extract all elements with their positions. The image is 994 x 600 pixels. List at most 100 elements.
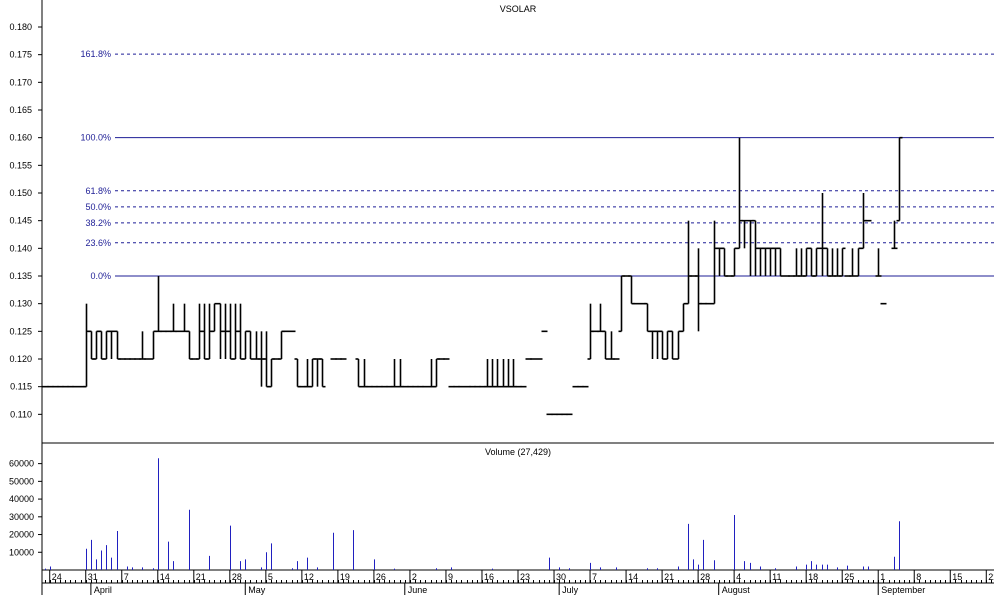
volume-tick-label: 10000 xyxy=(9,547,34,557)
price-tick-label: 0.155 xyxy=(9,160,32,170)
ohlc-bar xyxy=(109,331,115,359)
ohlc-bar xyxy=(104,331,110,359)
ohlc-bar xyxy=(506,359,512,387)
ohlc-bar xyxy=(778,248,784,276)
ohlc-bar xyxy=(722,248,728,276)
volume-bars xyxy=(46,458,900,570)
ohlc-bar xyxy=(897,138,903,221)
ohlc-bar xyxy=(856,248,862,276)
date-tick-label: 9 xyxy=(448,572,453,582)
ohlc-bar xyxy=(212,304,218,332)
ohlc-bar xyxy=(742,221,748,249)
fib-level-label: 50.0% xyxy=(85,202,111,212)
fib-level-label: 161.8% xyxy=(80,49,111,59)
ohlc-bar xyxy=(94,331,100,359)
ohlc-bar xyxy=(356,359,362,387)
volume-tick-label: 60000 xyxy=(9,459,34,469)
ohlc-bar xyxy=(202,304,208,359)
ohlc-bar xyxy=(305,359,311,387)
price-tick-label: 0.145 xyxy=(9,216,32,226)
ohlc-bar xyxy=(737,138,743,249)
price-tick-label: 0.175 xyxy=(9,50,32,60)
month-label: August xyxy=(722,585,751,595)
ohlc-bar xyxy=(892,221,898,249)
fib-level-label: 61.8% xyxy=(85,186,111,196)
ohlc-bar xyxy=(485,359,491,387)
ohlc-bar xyxy=(686,221,692,304)
ohlc-bar xyxy=(814,248,820,276)
ohlc-bar xyxy=(99,331,105,359)
price-tick-label: 0.130 xyxy=(9,299,32,309)
price-axis: 0.1100.1150.1200.1250.1300.1350.1400.145… xyxy=(9,22,42,419)
ohlc-bar xyxy=(712,221,718,304)
price-tick-label: 0.150 xyxy=(9,188,32,198)
ohlc-bar xyxy=(681,304,687,332)
ohlc-bar xyxy=(645,304,651,332)
ohlc-bar xyxy=(238,304,244,359)
price-tick-label: 0.120 xyxy=(9,354,32,364)
date-tick-label: 4 xyxy=(736,572,741,582)
price-tick-label: 0.115 xyxy=(10,382,32,392)
ohlc-bar xyxy=(794,248,800,276)
ohlc-bar xyxy=(495,359,501,387)
month-label: September xyxy=(881,585,925,595)
ohlc-bar xyxy=(171,304,177,332)
ohlc-bar xyxy=(717,248,723,276)
ohlc-bar xyxy=(156,276,162,331)
fib-level-label: 0.0% xyxy=(90,271,111,281)
ohlc-bar xyxy=(660,331,666,359)
date-tick-label: 7 xyxy=(124,572,129,582)
fib-level-label: 38.2% xyxy=(85,218,111,228)
ohlc-bar xyxy=(748,221,754,276)
ohlc-bar xyxy=(84,304,90,387)
ohlc-bar xyxy=(243,331,249,359)
volume-title: Volume (27,429) xyxy=(485,447,551,457)
ohlc-bar xyxy=(254,331,260,359)
ohlc-bar xyxy=(295,359,301,387)
chart-frame xyxy=(42,0,994,595)
price-tick-label: 0.170 xyxy=(9,77,32,87)
ohlc-bar xyxy=(619,276,625,331)
ohlc-bar xyxy=(809,248,815,276)
month-label: May xyxy=(248,585,266,595)
price-tick-label: 0.110 xyxy=(10,409,32,419)
ohlc-bar xyxy=(310,359,316,387)
chart-title: VSOLAR xyxy=(500,4,537,14)
ohlc-bar xyxy=(835,248,841,276)
ohlc-bar xyxy=(182,304,188,332)
ohlc-bar xyxy=(187,331,193,359)
ohlc-bar xyxy=(773,248,779,276)
ohlc-bar xyxy=(840,248,846,276)
ohlc-bar xyxy=(511,359,517,387)
ohlc-bar xyxy=(264,331,270,386)
price-tick-label: 0.135 xyxy=(9,271,32,281)
ohlc-bar xyxy=(696,248,702,331)
price-tick-label: 0.165 xyxy=(9,105,32,115)
ohlc-bar xyxy=(279,331,285,359)
ohlc-bar xyxy=(665,331,671,359)
fibonacci-levels: 161.8% 100.0% 61.8% 50.0% 38.2% 23.6% 0.0% xyxy=(80,49,994,281)
ohlc-bar xyxy=(362,359,368,387)
ohlc-bar xyxy=(820,193,826,276)
volume-tick-label: 30000 xyxy=(9,512,34,522)
ohlc-bar xyxy=(501,359,507,387)
ohlc-bar xyxy=(650,331,656,359)
date-tick-label: 2 xyxy=(412,572,417,582)
fib-level-label: 100.0% xyxy=(80,133,111,143)
volume-tick-label: 40000 xyxy=(9,494,34,504)
volume-tick-label: 20000 xyxy=(9,530,34,540)
ohlc-bar xyxy=(398,359,404,387)
ohlc-bar xyxy=(804,248,810,276)
ohlc-bar xyxy=(655,331,661,359)
volume-tick-label: 50000 xyxy=(9,476,34,486)
date-tick-label: 15 xyxy=(952,572,962,582)
price-tick-label: 0.125 xyxy=(9,326,32,336)
ohlc-bar xyxy=(850,248,856,276)
ohlc-bar xyxy=(269,359,275,387)
ohlc-bar xyxy=(598,304,604,332)
price-tick-label: 0.180 xyxy=(9,22,32,32)
fib-level-label: 23.6% xyxy=(85,238,111,248)
ohlc-bar xyxy=(434,359,440,387)
